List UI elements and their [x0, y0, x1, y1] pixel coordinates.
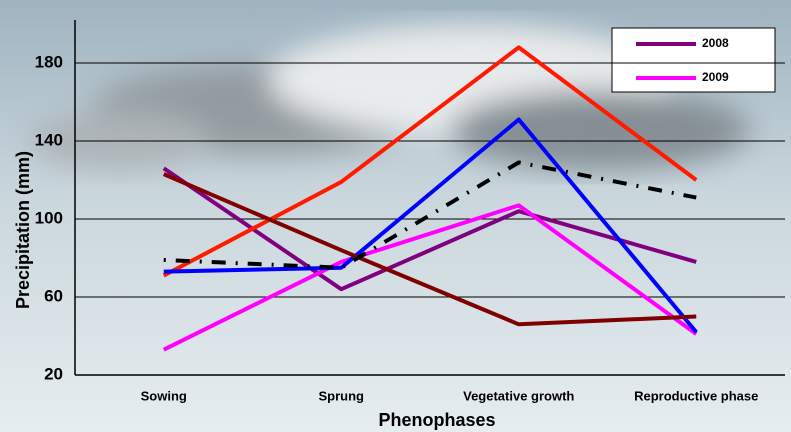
legend-label: 2008: [702, 36, 729, 50]
legend-label: 2009: [702, 70, 729, 84]
chart: Precipitation (mm) Phenophases 20 60 100 14…: [0, 0, 791, 432]
y-axis-title: Precipitation (mm): [13, 151, 33, 309]
x-axis-title: Phenophases: [378, 410, 495, 430]
y-tick-label: 180: [35, 52, 63, 71]
page: Precipitation (mm) Phenophases 20 60 100 14…: [0, 0, 791, 432]
x-tick-label: Reproductive phase: [634, 388, 758, 403]
y-tick-label: 20: [44, 364, 63, 383]
x-tick-label: Sowing: [141, 388, 187, 403]
legend: [612, 28, 775, 92]
x-tick-label: Sprung: [319, 388, 365, 403]
y-tick-label: 140: [35, 130, 63, 149]
x-tick-label: Vegetative growth: [463, 388, 574, 403]
y-tick-label: 100: [35, 208, 63, 227]
y-tick-label: 60: [44, 286, 63, 305]
